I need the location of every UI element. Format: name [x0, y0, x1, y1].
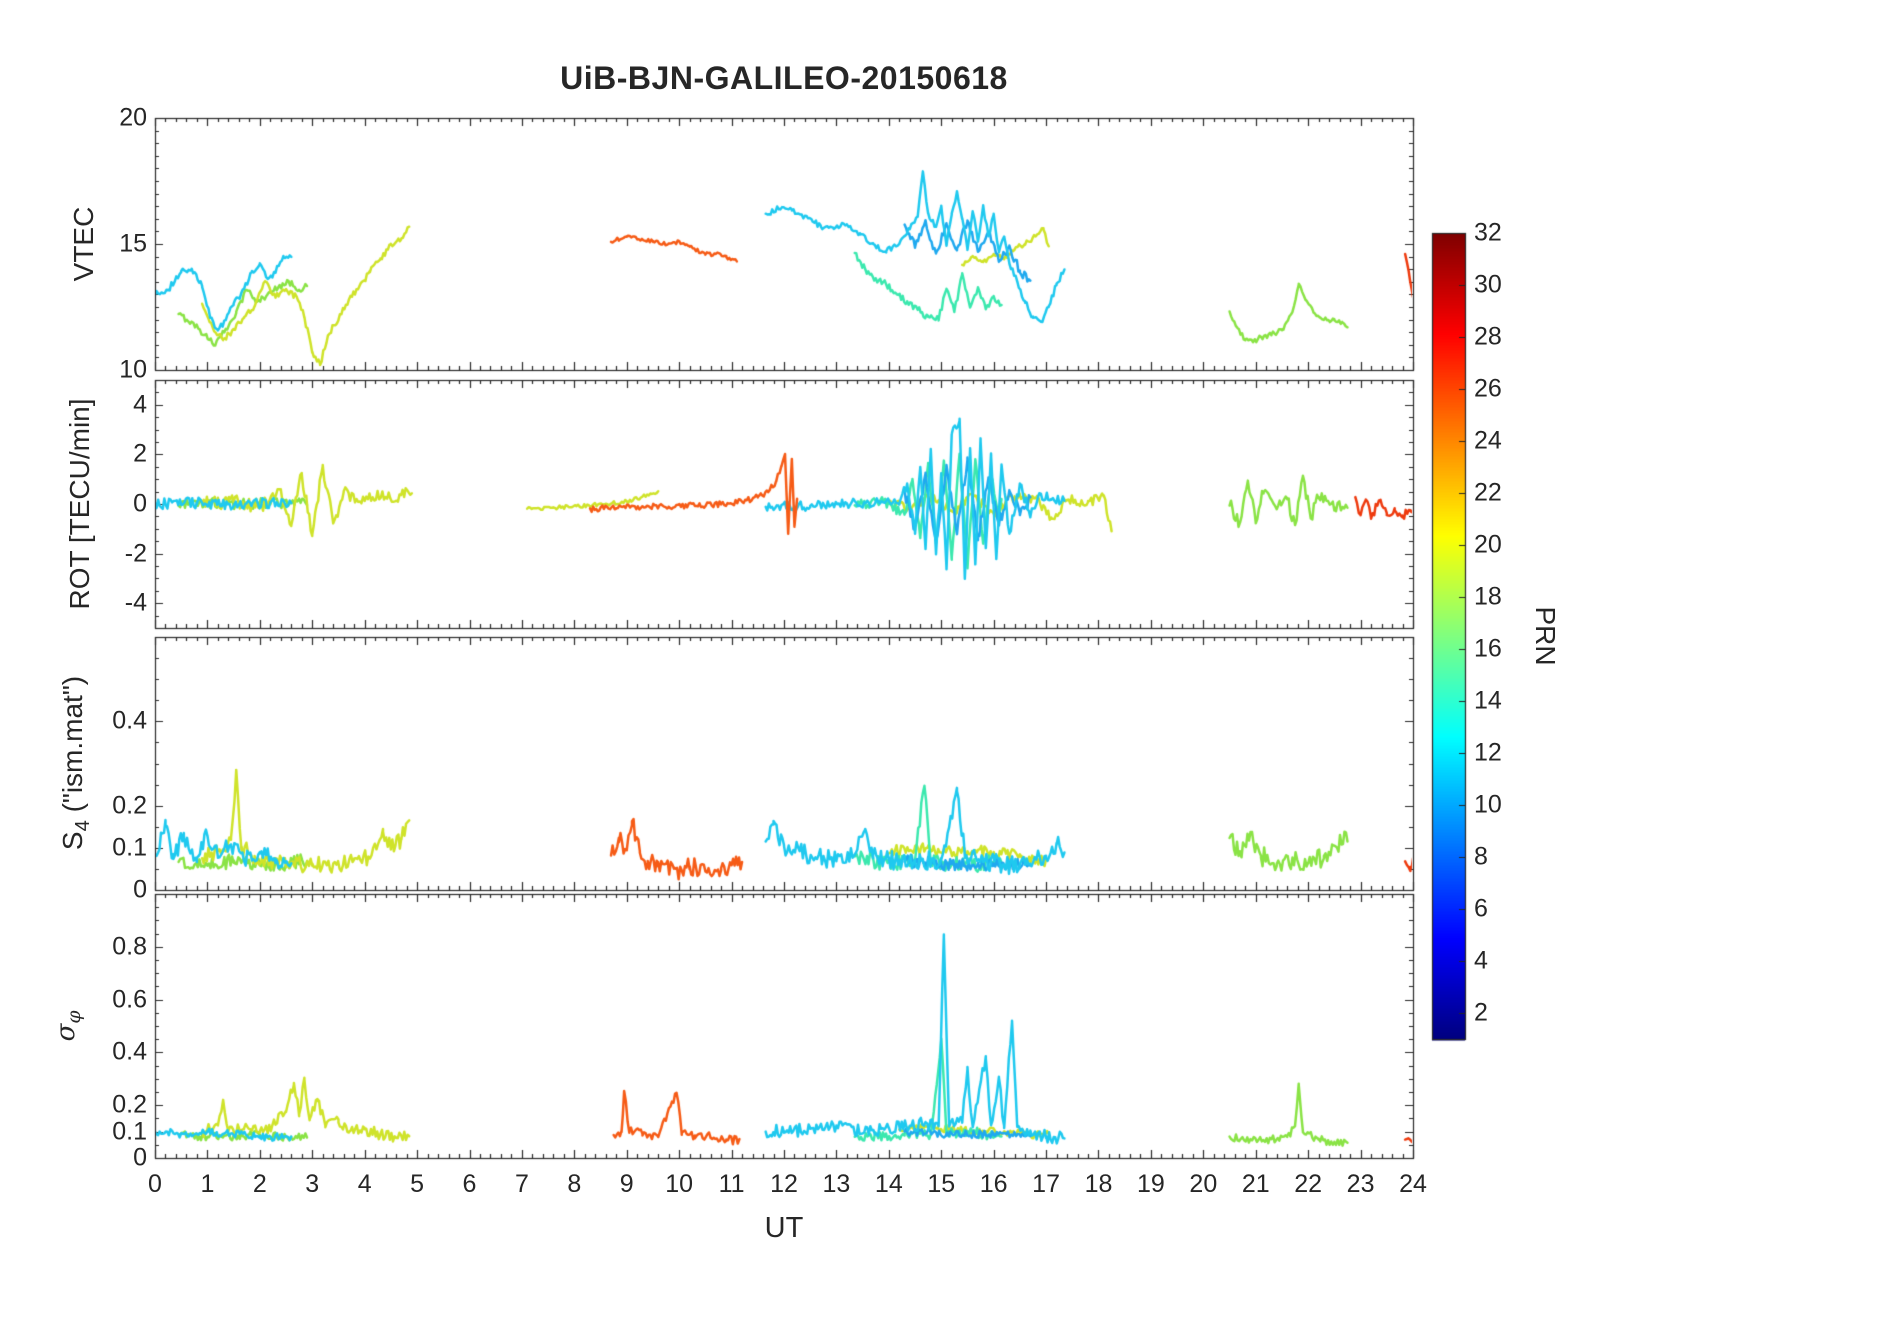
colorbar-tick-label: 12: [1474, 738, 1502, 767]
ylabel-s4: S4 ("ism.mat"): [57, 676, 95, 850]
colorbar-tick-label: 22: [1474, 478, 1502, 507]
ylabel-sigma: σ: [50, 1023, 81, 1042]
ylabel-sigma-phi: σφ: [51, 1011, 85, 1042]
x-tick-label: 14: [874, 1170, 903, 1198]
y-tick-label: 20: [119, 103, 147, 132]
x-tick-label: 8: [567, 1170, 582, 1198]
x-tick-label: 4: [357, 1170, 372, 1198]
x-tick-label: 22: [1294, 1170, 1323, 1198]
x-tick-label: 3: [305, 1170, 320, 1198]
x-tick-label: 15: [927, 1170, 956, 1198]
ylabel-phi-sub: φ: [64, 1010, 86, 1024]
colorbar-tick-label: 26: [1474, 374, 1502, 403]
x-tick-label: 23: [1346, 1170, 1375, 1198]
colorbar-tick-label: 16: [1474, 634, 1502, 663]
colorbar-tick-label: 10: [1474, 790, 1502, 819]
ylabel-s4-sub: 4: [71, 820, 94, 832]
y-tick-label: 0.1: [112, 1117, 147, 1146]
y-tick-label: 0: [133, 875, 147, 904]
colorbar-tick-label: 18: [1474, 582, 1502, 611]
ylabel-s4-pre: S: [57, 831, 89, 851]
y-tick-label: 0.4: [112, 706, 147, 735]
x-tick-label: 13: [822, 1170, 851, 1198]
colorbar-tick-label: 20: [1474, 530, 1502, 559]
colorbar-tick-label: 8: [1474, 842, 1488, 871]
x-tick-label: 6: [462, 1170, 477, 1198]
ylabel-rot: ROT [TECU/min]: [64, 398, 96, 609]
x-tick-label: 21: [1241, 1170, 1270, 1198]
colorbar-tick-label: 4: [1474, 946, 1488, 975]
colorbar-tick-label: 2: [1474, 998, 1488, 1027]
colorbar-tick-label: 32: [1474, 218, 1502, 247]
x-tick-label: 24: [1399, 1170, 1427, 1198]
y-tick-label: -4: [124, 588, 147, 617]
y-tick-label: 0.2: [112, 791, 147, 820]
x-tick-label: 17: [1032, 1170, 1060, 1198]
y-tick-label: 0.4: [112, 1037, 147, 1066]
y-tick-label: 0.8: [112, 932, 147, 961]
y-tick-label: -2: [124, 539, 147, 568]
colorbar-tick-label: 30: [1474, 270, 1502, 299]
y-tick-label: 0: [133, 1143, 147, 1172]
y-tick-label: 0.6: [112, 985, 147, 1014]
x-tick-label: 9: [619, 1170, 634, 1198]
x-tick-label: 19: [1137, 1170, 1165, 1198]
x-tick-label: 5: [410, 1170, 425, 1198]
colorbar-label: PRN: [1530, 606, 1561, 666]
ylabel-s4-post: ("ism.mat"): [57, 675, 89, 821]
x-tick-label: 18: [1084, 1170, 1113, 1198]
x-tick-label: 10: [665, 1170, 694, 1198]
y-tick-label: 0: [133, 489, 147, 518]
ylabel-vtec-text: VTEC: [68, 206, 99, 282]
chart-title: UiB-BJN-GALILEO-20150618: [560, 60, 1008, 96]
xlabel-ut: UT: [764, 1212, 804, 1244]
y-tick-label: 0.1: [112, 833, 147, 862]
x-tick-label: 7: [514, 1170, 529, 1198]
y-tick-label: 2: [133, 439, 147, 468]
y-tick-label: 4: [133, 390, 147, 419]
y-tick-label: 15: [119, 229, 147, 258]
x-tick-label: 16: [979, 1170, 1008, 1198]
ylabel-rot-text: ROT [TECU/min]: [64, 398, 95, 610]
x-tick-label: 1: [200, 1170, 215, 1198]
x-tick-label: 20: [1189, 1170, 1218, 1198]
colorbar-tick-label: 24: [1474, 426, 1502, 455]
x-tick-label: 11: [718, 1170, 745, 1198]
colorbar-tick-label: 14: [1474, 686, 1502, 715]
colorbar-tick-label: 6: [1474, 894, 1488, 923]
y-tick-label: 0.2: [112, 1090, 147, 1119]
x-tick-label: 0: [148, 1170, 162, 1198]
ylabel-vtec: VTEC: [68, 207, 100, 282]
y-tick-label: 10: [119, 355, 147, 384]
x-tick-label: 12: [770, 1170, 798, 1198]
x-tick-label: 2: [252, 1170, 267, 1198]
colorbar-tick-label: 28: [1474, 322, 1502, 351]
